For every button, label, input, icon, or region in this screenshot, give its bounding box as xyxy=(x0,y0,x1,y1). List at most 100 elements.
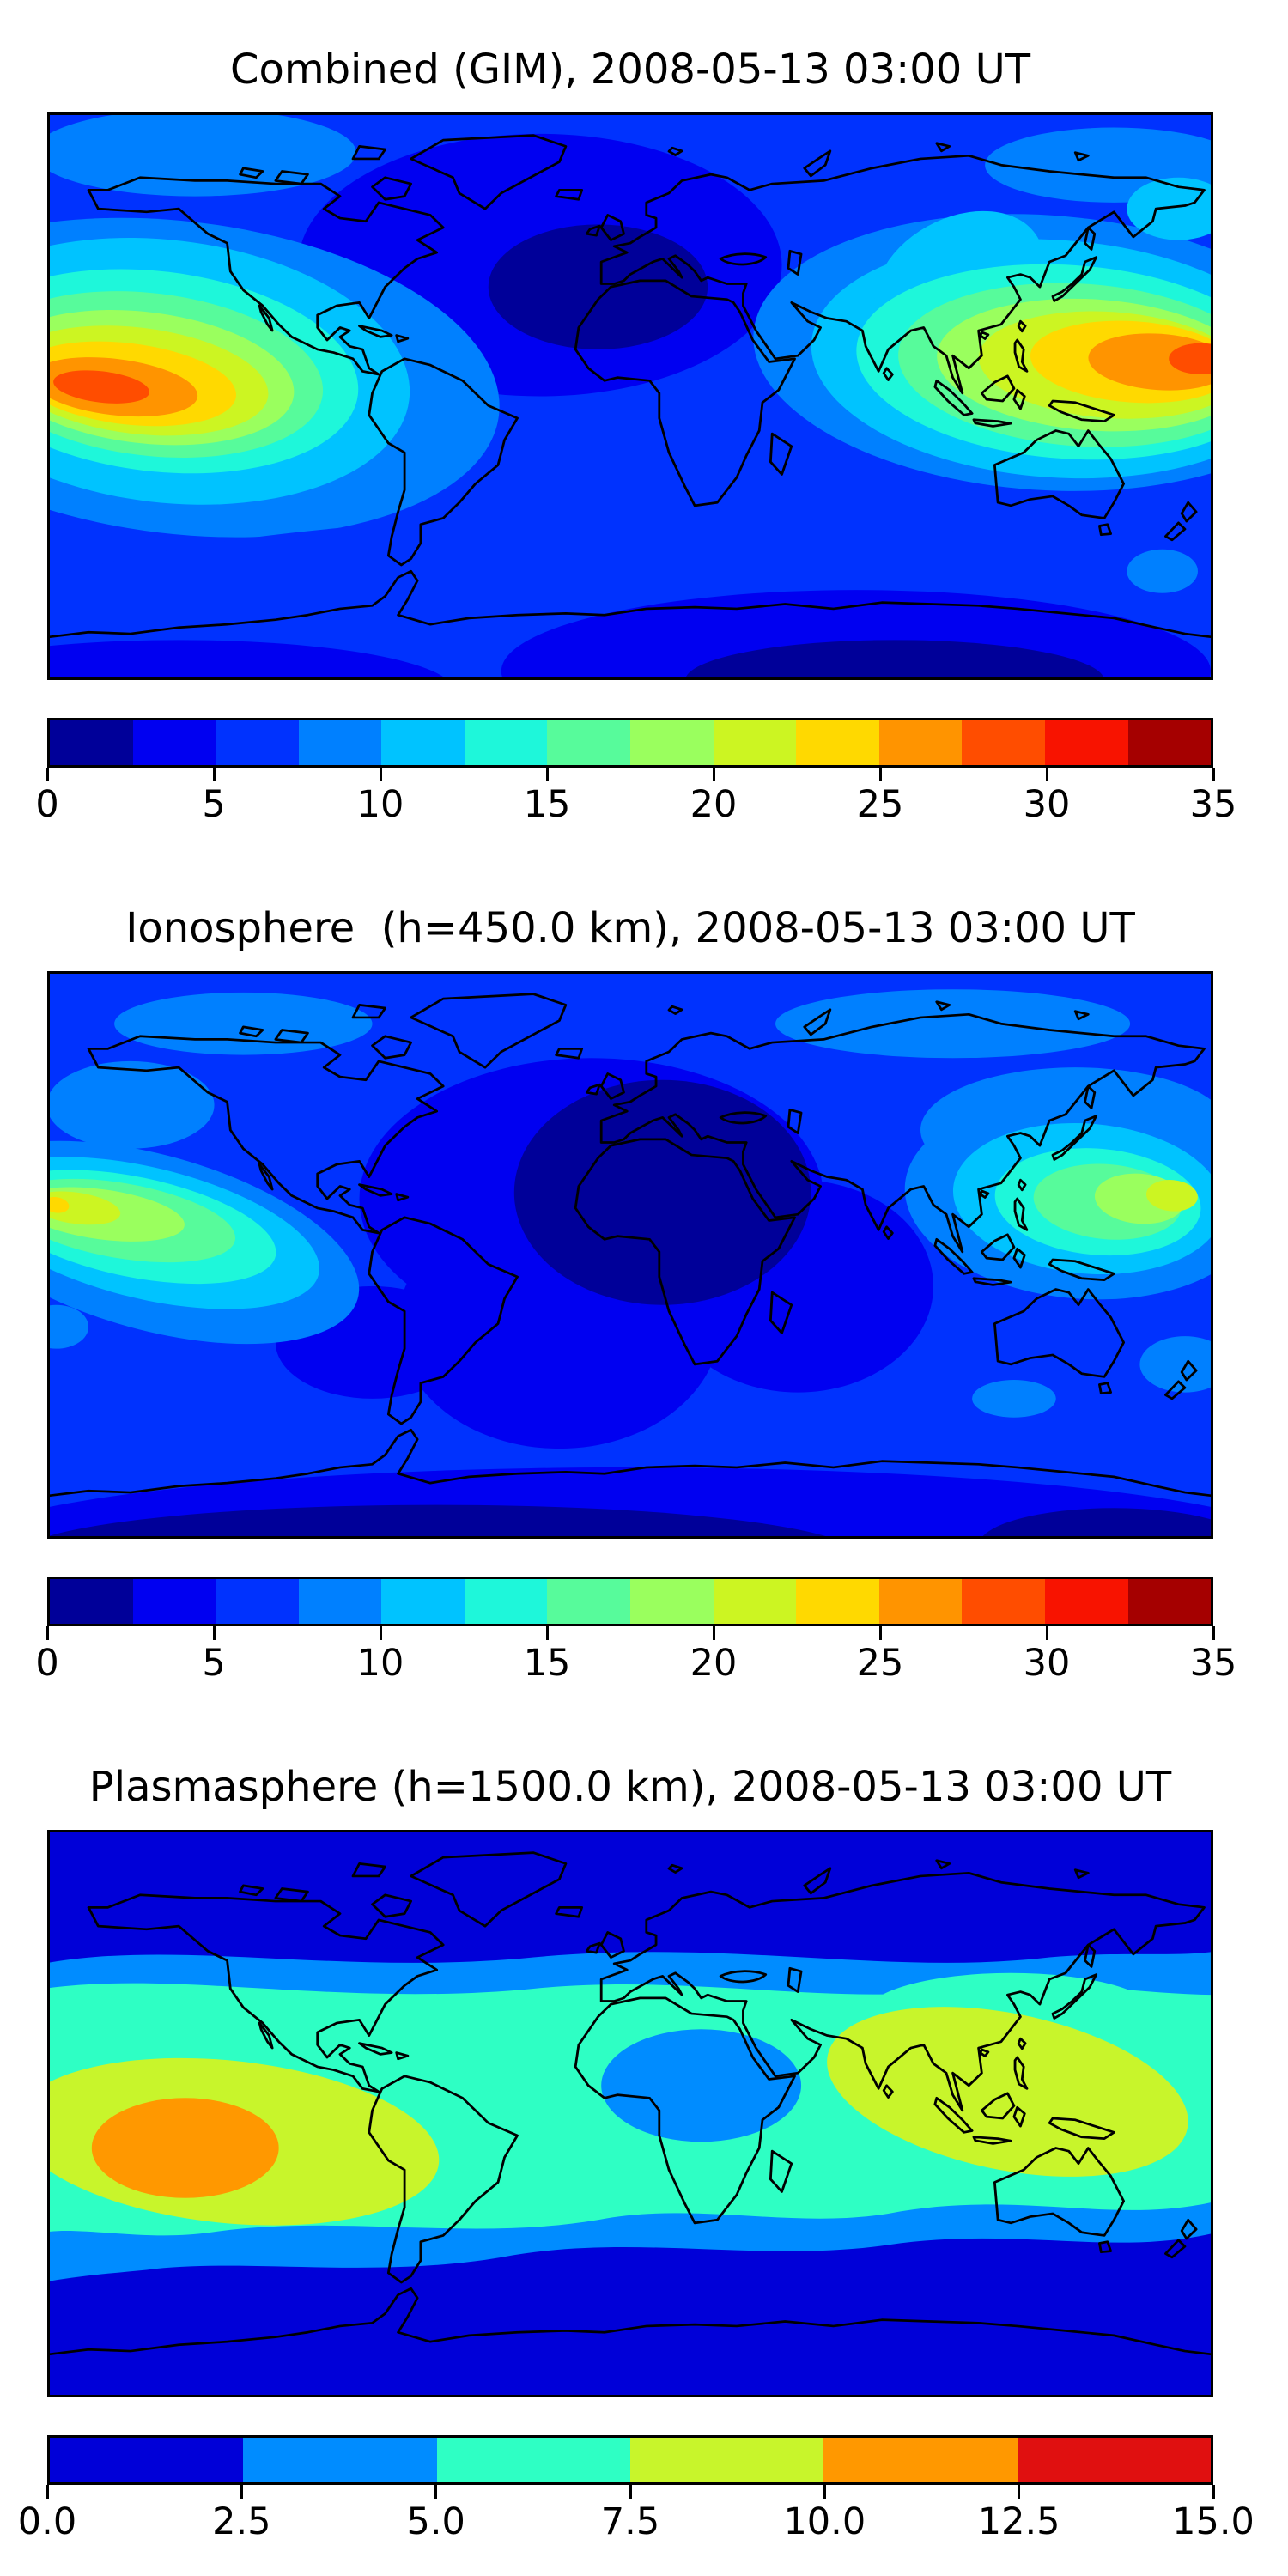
colorbar-segment xyxy=(298,720,382,765)
colorbar-segment xyxy=(547,1579,631,1624)
colorbar-segment xyxy=(796,720,879,765)
colorbar-tick xyxy=(1212,768,1215,781)
colorbar-segment xyxy=(1017,2438,1211,2482)
colorbar-tick-label: 12.5 xyxy=(977,2500,1060,2543)
colorbar-tickmarks-plasmasphere xyxy=(46,2485,1215,2499)
colorbar-tick xyxy=(1045,1626,1048,1640)
colorbar-ticklabels-plasmasphere: 0.0 2.5 5.0 7.5 10.0 12.5 15.0 xyxy=(18,2500,1255,2549)
colorbar-tick-label: 25 xyxy=(856,1642,904,1685)
map-combined xyxy=(47,112,1213,680)
colorbar-tick-label: 0.0 xyxy=(17,2500,77,2543)
colorbar-segment xyxy=(1044,720,1128,765)
colorbar-tickmarks-ionosphere xyxy=(46,1626,1215,1640)
colorbar-segment xyxy=(713,1579,797,1624)
panel-plasmasphere: Plasmasphere (h=1500.0 km), 2008-05-13 0… xyxy=(0,1717,1288,2576)
colorbar-segment xyxy=(547,720,631,765)
colorbar-tick xyxy=(878,1626,882,1640)
colorbar-tick-label: 5 xyxy=(202,1642,226,1685)
colorbar-segment xyxy=(823,2438,1018,2482)
contour-region xyxy=(827,2007,1188,2177)
colorbar-tick xyxy=(1018,2485,1021,2499)
colorbar-tick-label: 0 xyxy=(35,1642,59,1685)
colorbar-segment xyxy=(216,720,299,765)
contour-region xyxy=(53,370,150,404)
contour-region xyxy=(601,2029,802,2142)
panel-title-plasmasphere: Plasmasphere (h=1500.0 km), 2008-05-13 0… xyxy=(88,1763,1172,1811)
colorbar-tick-label: 15 xyxy=(523,1642,571,1685)
contour-region xyxy=(972,1380,1056,1418)
colorbar-tick-label: 7.5 xyxy=(600,2500,660,2543)
colorbar-tick xyxy=(212,1626,216,1640)
colorbar-tick-label: 10 xyxy=(356,783,404,826)
contour-region xyxy=(513,1079,811,1305)
colorbar-tick-label: 10 xyxy=(356,1642,404,1685)
contour-region xyxy=(775,989,1131,1059)
colorbar-tick-label: 30 xyxy=(1023,1642,1071,1685)
colorbar-segment xyxy=(132,720,216,765)
colorbar-segment xyxy=(381,1579,465,1624)
colorbar-plasmasphere xyxy=(47,2435,1213,2485)
colorbar-tick-label: 20 xyxy=(690,1642,738,1685)
colorbar-ticklabels-combined: 0 5 10 15 20 25 30 35 xyxy=(35,783,1236,831)
colorbar-tick-label: 5 xyxy=(202,783,226,826)
colorbar-tick xyxy=(545,768,549,781)
contour-region xyxy=(50,1060,215,1149)
colorbar-segment xyxy=(630,1579,714,1624)
panel-combined: Combined (GIM), 2008-05-13 03:00 UT xyxy=(0,0,1288,859)
contour-region xyxy=(982,1508,1211,1536)
contour-region xyxy=(91,2098,279,2198)
contour-region xyxy=(685,640,1104,677)
colorbar-segment xyxy=(381,720,465,765)
colorbar-ionosphere xyxy=(47,1577,1213,1626)
colorbar-tick xyxy=(545,1626,549,1640)
colorbar-tick xyxy=(712,1626,715,1640)
colorbar-segment xyxy=(630,720,714,765)
colorbar-tick xyxy=(1212,2485,1215,2499)
colorbar-ticklabels-ionosphere: 0 5 10 15 20 25 30 35 xyxy=(35,1642,1236,1690)
colorbar-tick-label: 0 xyxy=(35,783,59,826)
colorbar-tick xyxy=(712,768,715,781)
colorbar-tick-label: 35 xyxy=(1189,783,1237,826)
contour-region xyxy=(114,992,373,1055)
contour-map-ionosphere xyxy=(50,974,1211,1536)
colorbar-tick-label: 20 xyxy=(690,783,738,826)
colorbar-segment xyxy=(132,1579,216,1624)
colorbar-tick-label: 5.0 xyxy=(406,2500,465,2543)
colorbar-segment xyxy=(216,1579,299,1624)
colorbar-segment xyxy=(464,720,548,765)
colorbar-segment xyxy=(1044,1579,1128,1624)
colorbar-tick xyxy=(46,2485,49,2499)
colorbar-tick-label: 15 xyxy=(523,783,571,826)
contour-region xyxy=(50,1504,826,1536)
colorbar-segment xyxy=(878,720,963,765)
colorbar-segment xyxy=(878,1579,963,1624)
colorbar-segment xyxy=(50,720,133,765)
colorbar-segment xyxy=(796,1579,879,1624)
contour-region xyxy=(1169,343,1211,375)
colorbar-segment xyxy=(713,720,797,765)
contour-region xyxy=(50,1304,89,1349)
colorbar-segment xyxy=(436,2438,630,2482)
panel-ionosphere: Ionosphere (h=450.0 km), 2008-05-13 03:0… xyxy=(0,859,1288,1717)
colorbar-combined xyxy=(47,718,1213,768)
contour-region xyxy=(50,1196,70,1213)
colorbar-segment xyxy=(298,1579,382,1624)
colorbar-segment xyxy=(1127,720,1212,765)
colorbar-tick xyxy=(1045,768,1048,781)
coastline-americas xyxy=(87,134,568,567)
panel-title-combined: Combined (GIM), 2008-05-13 03:00 UT xyxy=(229,46,1031,94)
colorbar-segment xyxy=(50,2438,244,2482)
contour-region xyxy=(50,640,445,677)
coastline-oceania-antarctica xyxy=(50,399,1211,639)
contour-region xyxy=(1127,549,1198,593)
colorbar-tick xyxy=(46,1626,49,1640)
map-ionosphere xyxy=(47,971,1213,1539)
colorbar-segment xyxy=(464,1579,548,1624)
panel-title-ionosphere: Ionosphere (h=450.0 km), 2008-05-13 03:0… xyxy=(125,904,1135,952)
colorbar-tick xyxy=(240,2485,243,2499)
colorbar-segment xyxy=(962,720,1045,765)
colorbar-segment xyxy=(629,2438,824,2482)
coastlines xyxy=(50,134,1211,639)
colorbar-segment xyxy=(1127,1579,1212,1624)
